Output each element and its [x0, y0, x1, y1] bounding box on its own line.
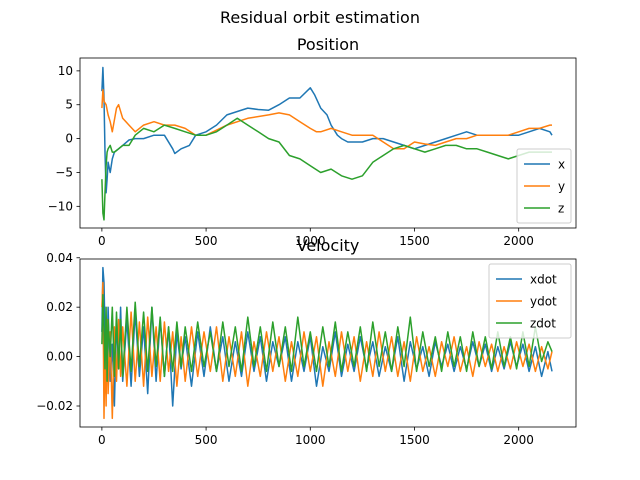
legend-label-xdot: xdot [530, 273, 557, 287]
y-tick-label: −5 [55, 165, 73, 179]
figure-suptitle: Residual orbit estimation [220, 8, 420, 27]
x-tick-label: 500 [195, 433, 218, 447]
legend-label-z: z [558, 202, 564, 216]
y-tick-label: −10 [48, 199, 73, 213]
x-tick-label: 0 [98, 433, 106, 447]
legend-frame [488, 263, 572, 339]
series-line-y [101, 89, 552, 150]
y-tick-label: 0.00 [46, 350, 73, 364]
x-tick-label: 1000 [295, 234, 326, 248]
position-axes: Position 0 500 1000 1500 2000 −10 −5 0 5 10 xyz [48, 35, 577, 248]
y-tick-label: −0.02 [36, 399, 73, 413]
legend: xyz [516, 148, 572, 224]
velocity-axes: Velocity 0 500 1000 1500 2000 −0.02 0.00 0.02 0.0… [36, 236, 577, 447]
axes-frame [79, 258, 577, 428]
axes-title: Velocity [297, 236, 360, 255]
y-tick-label: 10 [58, 64, 73, 78]
x-tick-label: 1500 [399, 433, 430, 447]
x-tick-label: 2000 [503, 433, 534, 447]
y-tick-label: 0.04 [46, 251, 73, 265]
series-line-z [101, 117, 552, 221]
axes-frame [79, 57, 577, 229]
x-tick-label: 500 [195, 234, 218, 248]
y-tick-label: 5 [65, 98, 73, 112]
y-tick-label: 0.02 [46, 300, 73, 314]
legend: xdot ydot zdot [488, 263, 572, 339]
legend-label-y: y [558, 180, 565, 194]
x-tick-label: 2000 [503, 234, 534, 248]
legend-label-zdot: zdot [530, 317, 556, 331]
axes-title: Position [297, 35, 359, 54]
x-tick-label: 1000 [295, 433, 326, 447]
series-line-zdot [101, 294, 553, 383]
y-tick-label: 0 [65, 132, 73, 146]
legend-label-ydot: ydot [530, 295, 557, 309]
x-tick-label: 1500 [399, 234, 430, 248]
legend-label-x: x [558, 158, 565, 172]
x-tick-label: 0 [98, 234, 106, 248]
